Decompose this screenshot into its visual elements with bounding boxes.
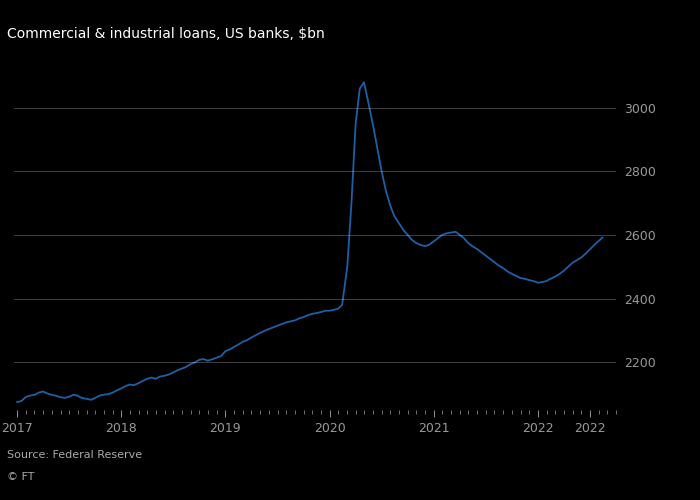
Text: Source: Federal Reserve: Source: Federal Reserve bbox=[7, 450, 142, 460]
Text: © FT: © FT bbox=[7, 472, 34, 482]
Text: Commercial & industrial loans, US banks, $bn: Commercial & industrial loans, US banks,… bbox=[7, 28, 325, 42]
